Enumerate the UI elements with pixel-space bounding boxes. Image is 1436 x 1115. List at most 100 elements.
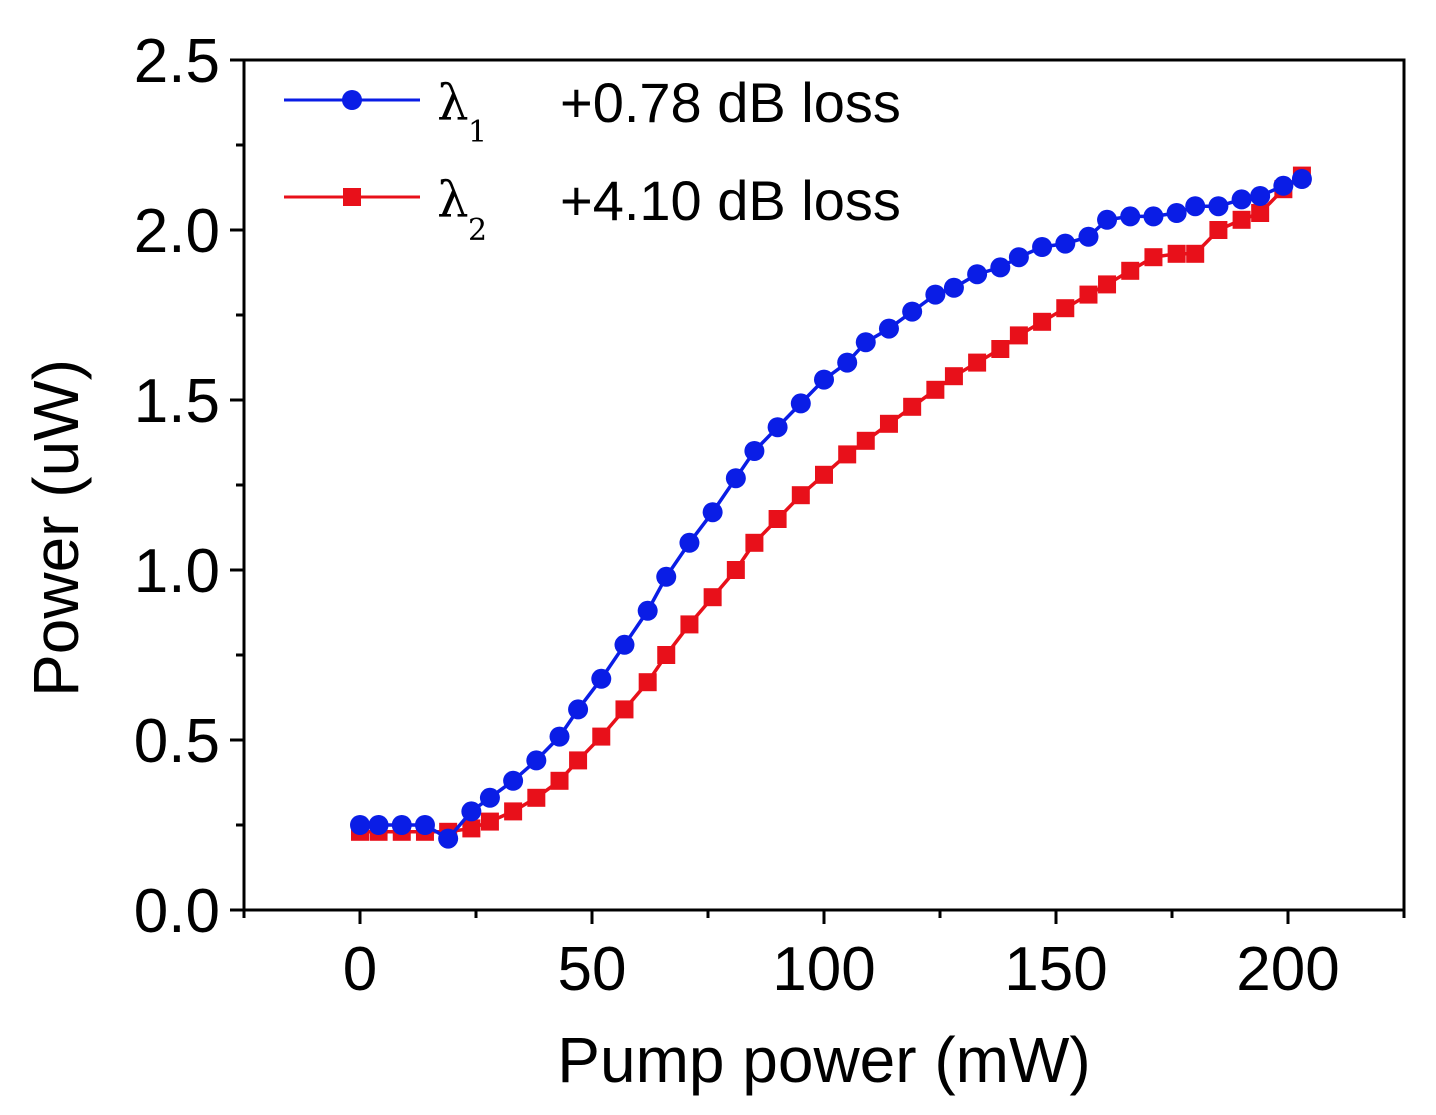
data-point	[903, 397, 922, 416]
data-point	[1033, 312, 1052, 331]
data-point	[1056, 299, 1075, 318]
data-point	[967, 264, 988, 285]
data-point	[726, 561, 745, 579]
legend-label-1: +0.78 dB loss	[560, 71, 901, 134]
data-point	[1009, 326, 1028, 345]
data-point	[745, 533, 764, 552]
y-axis-title: Power (uW)	[20, 359, 92, 697]
legend-entry-2: λ 2 +4.10 dB loss	[284, 169, 901, 248]
data-point	[527, 788, 546, 807]
data-point	[1032, 237, 1053, 257]
data-point	[814, 369, 834, 390]
data-point	[1231, 189, 1252, 210]
data-point	[926, 380, 945, 399]
data-point	[568, 699, 589, 720]
data-point	[968, 353, 987, 372]
data-point	[768, 510, 787, 528]
data-point	[1167, 244, 1186, 263]
data-point	[837, 352, 858, 373]
series-line-1	[360, 177, 1303, 841]
data-point	[702, 502, 723, 523]
data-point	[592, 727, 611, 746]
data-point	[1055, 233, 1076, 254]
data-point	[1185, 196, 1206, 217]
data-point	[1208, 196, 1229, 217]
y-tick-label: 1.0	[134, 537, 220, 606]
x-tick-label: 150	[1004, 935, 1107, 1004]
legend-subscript-1: 1	[468, 115, 487, 150]
data-point	[480, 812, 499, 831]
data-point	[1078, 226, 1099, 247]
data-point	[591, 668, 612, 689]
data-point	[1079, 285, 1098, 304]
series-line-2	[360, 174, 1303, 834]
data-point	[1120, 206, 1141, 227]
data-point	[791, 486, 810, 505]
data-point	[462, 819, 481, 838]
legend-marker-2	[343, 188, 361, 206]
data-point	[1098, 275, 1117, 294]
data-point	[815, 465, 833, 484]
y-tick-label: 1.5	[134, 367, 220, 436]
y-tick-label: 0.5	[134, 707, 220, 776]
x-axis-title: Pump power (mW)	[557, 1024, 1090, 1096]
x-tick-label: 200	[1236, 935, 1339, 1004]
legend-subscript-2: 2	[468, 213, 487, 248]
data-point	[461, 801, 482, 822]
data-point	[414, 815, 435, 835]
data-point	[944, 367, 963, 386]
data-point	[1186, 244, 1205, 263]
data-point	[902, 301, 923, 322]
x-tick-label: 100	[772, 935, 875, 1004]
data-point	[438, 828, 459, 849]
data-point	[350, 815, 370, 835]
x-tick-label: 50	[558, 935, 627, 1004]
axis-ticks: 0 50 100 150 200 0.0 0.5 1.0 1.5 2.0 2.5	[134, 27, 1406, 1004]
data-point	[656, 566, 677, 587]
data-point	[680, 615, 699, 634]
data-point	[638, 673, 657, 692]
data-point	[368, 815, 389, 835]
legend-symbol-1: λ	[437, 74, 469, 132]
data-point	[1144, 248, 1163, 267]
data-point	[1250, 186, 1271, 206]
data-point	[1121, 261, 1140, 280]
legend-symbol-2: λ	[437, 171, 469, 229]
series-2	[351, 166, 1311, 841]
data-point	[504, 802, 523, 821]
data-point	[990, 257, 1011, 278]
data-point	[925, 284, 946, 305]
data-point	[943, 277, 964, 298]
y-tick-label: 0.0	[134, 877, 220, 946]
data-point	[614, 634, 635, 655]
data-point	[1291, 169, 1312, 189]
data-point	[679, 532, 700, 553]
data-point	[878, 318, 899, 339]
y-tick-label: 2.0	[134, 197, 220, 266]
data-point	[1273, 175, 1294, 196]
data-point	[615, 700, 634, 719]
data-point	[1209, 221, 1228, 239]
y-tick-label: 2.5	[134, 27, 220, 96]
x-tick-label: 0	[343, 935, 377, 1004]
data-point	[550, 771, 569, 790]
data-point	[569, 751, 588, 770]
data-point	[790, 393, 811, 414]
data-point	[1143, 206, 1164, 227]
data-point	[1232, 210, 1251, 229]
data-point	[879, 414, 898, 433]
data-point	[1097, 209, 1118, 230]
data-point	[1166, 203, 1187, 223]
data-point	[1251, 204, 1270, 222]
data-point	[657, 646, 676, 664]
data-point	[855, 332, 876, 353]
series-1	[350, 169, 1312, 849]
data-point	[479, 787, 500, 808]
series-layer	[350, 166, 1312, 849]
data-point	[991, 340, 1010, 358]
data-point	[637, 600, 658, 621]
legend-label-2: +4.10 dB loss	[560, 169, 901, 232]
data-point	[549, 726, 570, 747]
data-point	[526, 750, 547, 771]
